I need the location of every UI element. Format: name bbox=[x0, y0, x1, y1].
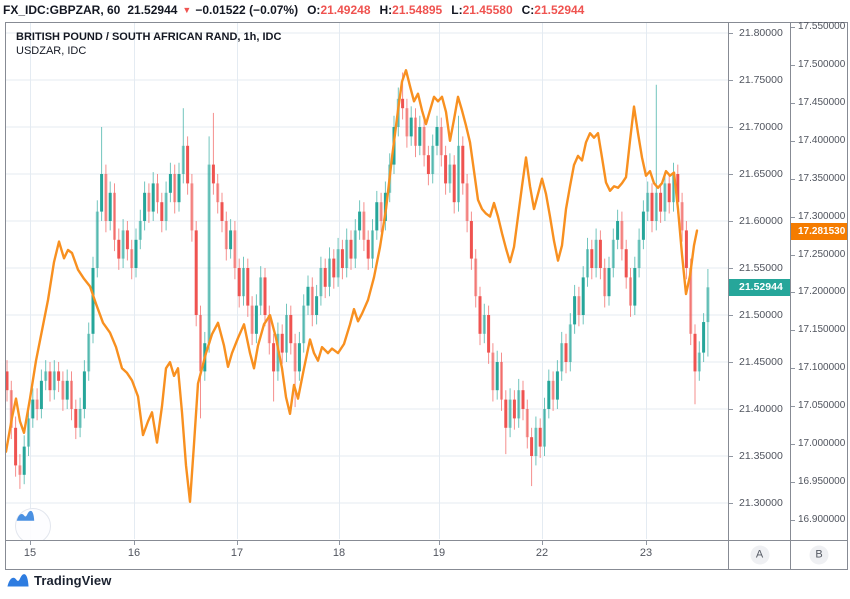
down-arrow-icon: ▼ bbox=[182, 4, 192, 15]
high-value: 21.54895 bbox=[392, 2, 443, 17]
price-tick-label: 21.60000 bbox=[739, 215, 783, 227]
open-label: O: bbox=[307, 2, 321, 17]
time-tick-label: 22 bbox=[535, 547, 549, 559]
price-tick-mark bbox=[791, 103, 795, 104]
price-tick-mark bbox=[791, 444, 795, 445]
time-tick-label: 16 bbox=[127, 547, 141, 559]
price-tick-mark bbox=[729, 362, 733, 363]
price-tick-mark bbox=[729, 315, 733, 316]
price-tick-mark bbox=[729, 456, 733, 457]
close-label: C: bbox=[521, 2, 535, 17]
price-tick-label: 17.000000 bbox=[798, 438, 846, 449]
tradingview-brand-link[interactable]: TradingView bbox=[7, 573, 111, 588]
last-price-badge: 21.52944 bbox=[729, 279, 790, 296]
price-tick-mark bbox=[791, 255, 795, 256]
price-tick-mark bbox=[791, 27, 795, 28]
price-tick-mark bbox=[791, 368, 795, 369]
time-tick-mark bbox=[439, 541, 440, 545]
time-tick-mark bbox=[30, 541, 31, 545]
price-tick-label: 21.75000 bbox=[739, 74, 783, 86]
price-tick-label: 17.550000 bbox=[798, 21, 846, 32]
price-tick-mark bbox=[729, 33, 733, 34]
price-tick-label: 17.350000 bbox=[798, 173, 846, 184]
price-tick-mark bbox=[729, 80, 733, 81]
low-label: L: bbox=[451, 2, 463, 17]
time-tick-label: 15 bbox=[23, 547, 37, 559]
tradingview-logo-icon bbox=[7, 574, 29, 587]
price-tick-mark bbox=[791, 520, 795, 521]
price-tick-mark bbox=[729, 174, 733, 175]
time-tick-label: 18 bbox=[332, 547, 346, 559]
price-tick-mark bbox=[791, 141, 795, 142]
price-tick-mark bbox=[729, 409, 733, 410]
axis-a-button[interactable]: A bbox=[750, 545, 769, 565]
chart-widget: BRITISH POUND / SOUTH AFRICAN RAND, 1h, … bbox=[5, 21, 848, 570]
price-tick-mark bbox=[729, 127, 733, 128]
price-tick-mark bbox=[729, 221, 733, 222]
time-tick-label: 17 bbox=[230, 547, 244, 559]
price-tick-label: 21.30000 bbox=[739, 497, 783, 509]
low-value: 21.45580 bbox=[462, 2, 513, 17]
tradingview-logo-icon bbox=[16, 510, 35, 521]
price-tick-label: 21.70000 bbox=[739, 121, 783, 133]
price-tick-mark bbox=[791, 217, 795, 218]
price-tick-label: 16.900000 bbox=[798, 514, 846, 525]
price-tick-mark bbox=[791, 179, 795, 180]
tradingview-brand-text: TradingView bbox=[34, 573, 112, 588]
price-tick-mark bbox=[791, 482, 795, 483]
price-tick-label: 17.300000 bbox=[798, 211, 846, 222]
price-tick-label: 21.65000 bbox=[739, 168, 783, 180]
price-change: −0.01522 (−0.07%) bbox=[195, 2, 299, 17]
time-tick-mark bbox=[237, 541, 238, 545]
price-tick-mark bbox=[791, 65, 795, 66]
main-series-title[interactable]: BRITISH POUND / SOUTH AFRICAN RAND, 1h, … bbox=[16, 31, 282, 43]
price-tick-label: 21.40000 bbox=[739, 403, 783, 415]
chart-canvas[interactable] bbox=[6, 23, 728, 539]
axis-a-corner: A bbox=[729, 541, 791, 569]
price-tick-label: 17.500000 bbox=[798, 59, 846, 70]
price-tick-mark bbox=[791, 330, 795, 331]
time-tick-mark bbox=[646, 541, 647, 545]
price-tick-label: 17.100000 bbox=[798, 362, 846, 373]
chart-legend: BRITISH POUND / SOUTH AFRICAN RAND, 1h, … bbox=[16, 30, 281, 59]
time-tick-label: 23 bbox=[639, 547, 653, 559]
price-tick-label: 17.250000 bbox=[798, 249, 846, 260]
close-value: 21.52944 bbox=[534, 2, 585, 17]
price-tick-label: 21.55000 bbox=[739, 262, 783, 274]
price-axis-a[interactable]: 21.52944 21.80000 21.75000 21.70000 21.6500… bbox=[729, 23, 791, 540]
compare-price-badge: 17.281530 bbox=[791, 223, 847, 240]
price-tick-label: 17.150000 bbox=[798, 324, 846, 335]
price-tick-label: 17.200000 bbox=[798, 286, 846, 297]
price-tick-label: 21.45000 bbox=[739, 356, 783, 368]
axis-b-corner: B bbox=[791, 541, 847, 569]
price-tick-label: 17.400000 bbox=[798, 135, 846, 146]
time-tick-mark bbox=[542, 541, 543, 545]
symbol-status-row: FX_IDC:GBPZAR, 60 21.52944 ▼ −0.01522 (−0.0… bbox=[3, 2, 584, 17]
price-tick-label: 16.950000 bbox=[798, 476, 846, 487]
price-tick-mark bbox=[729, 268, 733, 269]
chart-pane[interactable]: BRITISH POUND / SOUTH AFRICAN RAND, 1h, … bbox=[6, 23, 729, 540]
price-tick-mark bbox=[791, 406, 795, 407]
price-axis-b[interactable]: 17.281530 17.550000 17.500000 17.450000 17.… bbox=[791, 21, 847, 540]
tradingview-watermark bbox=[15, 508, 51, 540]
compare-series-title[interactable]: USDZAR, IDC bbox=[16, 45, 87, 57]
price-tick-mark bbox=[791, 292, 795, 293]
last-price: 21.52944 bbox=[127, 2, 178, 17]
time-axis[interactable]: 15 16 17 18 19 22 23 bbox=[6, 541, 729, 569]
high-label: H: bbox=[379, 2, 393, 17]
price-tick-mark bbox=[729, 503, 733, 504]
time-tick-mark bbox=[134, 541, 135, 545]
price-tick-label: 17.050000 bbox=[798, 400, 846, 411]
open-value: 21.49248 bbox=[320, 2, 371, 17]
price-tick-label: 17.450000 bbox=[798, 97, 846, 108]
price-tick-label: 21.35000 bbox=[739, 450, 783, 462]
axis-b-button[interactable]: B bbox=[809, 545, 829, 565]
time-tick-label: 19 bbox=[432, 547, 446, 559]
symbol-title: FX_IDC:GBPZAR, 60 bbox=[3, 2, 121, 17]
price-tick-label: 21.50000 bbox=[739, 309, 783, 321]
price-tick-label: 21.80000 bbox=[739, 27, 783, 39]
time-tick-mark bbox=[339, 541, 340, 545]
